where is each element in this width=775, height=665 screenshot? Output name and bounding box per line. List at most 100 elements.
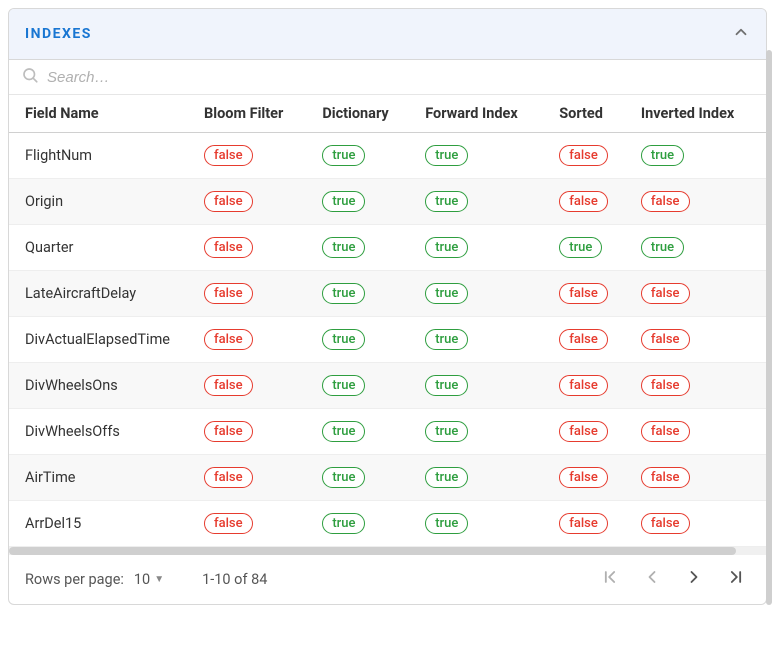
badge-true: true — [322, 375, 365, 396]
badge-false: false — [641, 375, 690, 396]
badge-true: true — [425, 421, 468, 442]
col-inverted-index[interactable]: Inverted Index — [631, 95, 766, 133]
caret-down-icon: ▼ — [154, 574, 164, 585]
cell-inverted-index: false — [631, 179, 766, 225]
cell-bloom-filter: false — [194, 225, 312, 271]
badge-true: true — [322, 191, 365, 212]
table-header-row: Field Name Bloom Filter Dictionary Forwa… — [9, 95, 766, 133]
badge-false: false — [641, 191, 690, 212]
cell-sorted: false — [549, 455, 631, 501]
cell-dictionary: true — [312, 133, 415, 179]
cell-bloom-filter: false — [194, 133, 312, 179]
cell-forward-index: true — [415, 179, 549, 225]
badge-true: true — [425, 513, 468, 534]
badge-true: true — [425, 145, 468, 166]
cell-forward-index: true — [415, 225, 549, 271]
badge-true: true — [425, 237, 468, 258]
badge-false: false — [559, 467, 608, 488]
cell-forward-index: true — [415, 501, 549, 547]
col-dictionary[interactable]: Dictionary — [312, 95, 415, 133]
first-page-button[interactable] — [596, 567, 624, 592]
cell-forward-index: true — [415, 455, 549, 501]
indexes-panel: INDEXES Field Name Bloom Filter Dictiona… — [8, 8, 767, 605]
table-row: DivActualElapsedTimefalsetruetruefalsefa… — [9, 317, 766, 363]
rows-per-page-value: 10 — [134, 571, 150, 588]
cell-bloom-filter: false — [194, 363, 312, 409]
badge-false: false — [204, 191, 253, 212]
rows-per-page: Rows per page: 10 ▼ — [25, 571, 164, 588]
cell-inverted-index: false — [631, 455, 766, 501]
cell-dictionary: true — [312, 455, 415, 501]
cell-dictionary: true — [312, 225, 415, 271]
cell-field-name: DivWheelsOffs — [9, 409, 194, 455]
cell-sorted: true — [549, 225, 631, 271]
col-field-name[interactable]: Field Name — [9, 95, 194, 133]
horizontal-scrollbar[interactable] — [9, 547, 766, 555]
cell-bloom-filter: false — [194, 455, 312, 501]
vertical-scrollbar[interactable] — [766, 50, 772, 605]
cell-bloom-filter: false — [194, 179, 312, 225]
cell-inverted-index: true — [631, 133, 766, 179]
badge-false: false — [559, 145, 608, 166]
cell-dictionary: true — [312, 317, 415, 363]
badge-true: true — [425, 191, 468, 212]
badge-false: false — [204, 513, 253, 534]
page-range-label: 1-10 of 84 — [202, 571, 267, 588]
table-row: Quarterfalsetruetruetruetrue — [9, 225, 766, 271]
badge-false: false — [204, 237, 253, 258]
next-page-button[interactable] — [680, 567, 708, 592]
badge-false: false — [559, 283, 608, 304]
badge-true: true — [425, 283, 468, 304]
cell-inverted-index: false — [631, 409, 766, 455]
badge-false: false — [641, 467, 690, 488]
horizontal-scrollbar-thumb[interactable] — [9, 547, 736, 555]
cell-forward-index: true — [415, 271, 549, 317]
indexes-table: Field Name Bloom Filter Dictionary Forwa… — [9, 95, 766, 547]
cell-sorted: false — [549, 133, 631, 179]
search-input[interactable] — [47, 69, 754, 86]
cell-bloom-filter: false — [194, 501, 312, 547]
badge-false: false — [204, 421, 253, 442]
search-icon — [21, 66, 39, 88]
cell-dictionary: true — [312, 501, 415, 547]
last-page-button[interactable] — [722, 567, 750, 592]
col-forward-index[interactable]: Forward Index — [415, 95, 549, 133]
table-row: ArrDel15falsetruetruefalsefalse — [9, 501, 766, 547]
chevron-up-icon[interactable] — [732, 23, 750, 45]
col-sorted[interactable]: Sorted — [549, 95, 631, 133]
badge-true: true — [322, 329, 365, 350]
cell-sorted: false — [549, 179, 631, 225]
cell-dictionary: true — [312, 179, 415, 225]
badge-false: false — [559, 421, 608, 442]
cell-field-name: DivWheelsOns — [9, 363, 194, 409]
badge-false: false — [204, 375, 253, 396]
badge-true: true — [641, 237, 684, 258]
cell-sorted: false — [549, 409, 631, 455]
badge-false: false — [641, 513, 690, 534]
cell-field-name: AirTime — [9, 455, 194, 501]
pagination: Rows per page: 10 ▼ 1-10 of 84 — [9, 555, 766, 604]
cell-sorted: false — [549, 317, 631, 363]
table-row: DivWheelsOffsfalsetruetruefalsefalse — [9, 409, 766, 455]
badge-false: false — [641, 329, 690, 350]
badge-false: false — [559, 375, 608, 396]
cell-inverted-index: false — [631, 271, 766, 317]
cell-inverted-index: true — [631, 225, 766, 271]
col-bloom-filter[interactable]: Bloom Filter — [194, 95, 312, 133]
cell-sorted: false — [549, 363, 631, 409]
cell-dictionary: true — [312, 363, 415, 409]
panel-header[interactable]: INDEXES — [9, 9, 766, 60]
cell-inverted-index: false — [631, 317, 766, 363]
table-row: FlightNumfalsetruetruefalsetrue — [9, 133, 766, 179]
badge-false: false — [641, 283, 690, 304]
cell-field-name: ArrDel15 — [9, 501, 194, 547]
badge-false: false — [204, 145, 253, 166]
prev-page-button[interactable] — [638, 567, 666, 592]
badge-true: true — [559, 237, 602, 258]
table-row: LateAircraftDelayfalsetruetruefalsefalse — [9, 271, 766, 317]
cell-bloom-filter: false — [194, 271, 312, 317]
badge-true: true — [322, 283, 365, 304]
rows-per-page-select[interactable]: 10 ▼ — [134, 571, 164, 588]
cell-inverted-index: false — [631, 363, 766, 409]
cell-bloom-filter: false — [194, 317, 312, 363]
